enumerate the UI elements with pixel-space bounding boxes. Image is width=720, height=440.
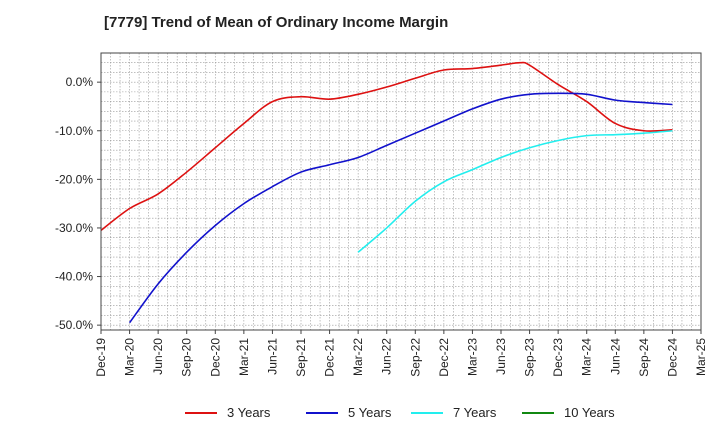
legend-item: 5 Years xyxy=(306,405,391,420)
x-tick-label: Dec-20 xyxy=(208,338,222,377)
x-tick-label: Dec-19 xyxy=(94,338,108,377)
legend-label: 5 Years xyxy=(348,405,392,420)
x-tick-label: Dec-23 xyxy=(551,338,565,377)
legend-label: 10 Years xyxy=(564,405,615,420)
legend-item: 10 Years xyxy=(522,405,615,420)
x-tick-label: Sep-21 xyxy=(294,338,308,377)
x-tick-label: Mar-22 xyxy=(351,338,365,376)
x-tick-label: Mar-21 xyxy=(237,338,251,376)
y-axis-tick-labels: 0.0% -10.0% -20.0% -30.0% -40.0% -50.0% xyxy=(55,75,101,332)
legend-item: 3 Years xyxy=(185,405,270,420)
y-tick-label: -20.0% xyxy=(55,172,93,186)
series-line-2 xyxy=(128,92,673,324)
y-tick-label: -40.0% xyxy=(55,270,93,284)
x-tick-label: Jun-21 xyxy=(265,338,279,375)
x-tick-label: Sep-22 xyxy=(408,338,422,377)
y-tick-label: 0.0% xyxy=(66,75,94,89)
legend-swatch xyxy=(411,411,443,414)
x-tick-label: Dec-21 xyxy=(323,338,337,377)
x-tick-label: Mar-25 xyxy=(694,338,708,376)
series-layer xyxy=(100,61,673,324)
x-tick-label: Mar-20 xyxy=(123,338,137,376)
x-tick-label: Dec-22 xyxy=(437,338,451,377)
legend-swatch xyxy=(306,411,338,414)
legend-item: 7 Years xyxy=(411,405,496,420)
x-tick-label: Sep-20 xyxy=(180,338,194,377)
x-tick-label: Mar-24 xyxy=(580,338,594,376)
legend-swatch xyxy=(522,411,554,414)
grid-layer xyxy=(100,53,702,330)
x-axis-tick-labels: Dec-19 Mar-20 Jun-20 Sep-20 Dec-20 Mar-21 Jun-… xyxy=(94,330,708,377)
x-tick-label: Jun-22 xyxy=(380,338,394,375)
chart-legend: 3 Years 5 Years 7 Years 10 Years xyxy=(0,405,720,427)
legend-label: 3 Years xyxy=(227,405,271,420)
y-tick-label: -50.0% xyxy=(55,318,93,332)
legend-label: 7 Years xyxy=(453,405,497,420)
y-tick-label: -10.0% xyxy=(55,124,93,138)
series-line-3 xyxy=(357,129,673,253)
chart-title: [7779] Trend of Mean of Ordinary Income … xyxy=(104,14,449,31)
x-tick-label: Sep-24 xyxy=(637,338,651,377)
x-tick-label: Jun-23 xyxy=(494,338,508,375)
y-tick-label: -30.0% xyxy=(55,221,93,235)
x-tick-label: Dec-24 xyxy=(665,338,679,377)
plot-border xyxy=(100,52,702,331)
x-tick-label: Mar-23 xyxy=(465,338,479,376)
x-tick-label: Jun-24 xyxy=(608,338,622,375)
legend-swatch xyxy=(185,411,217,414)
x-tick-label: Jun-20 xyxy=(151,338,165,375)
x-tick-label: Sep-23 xyxy=(523,338,537,377)
